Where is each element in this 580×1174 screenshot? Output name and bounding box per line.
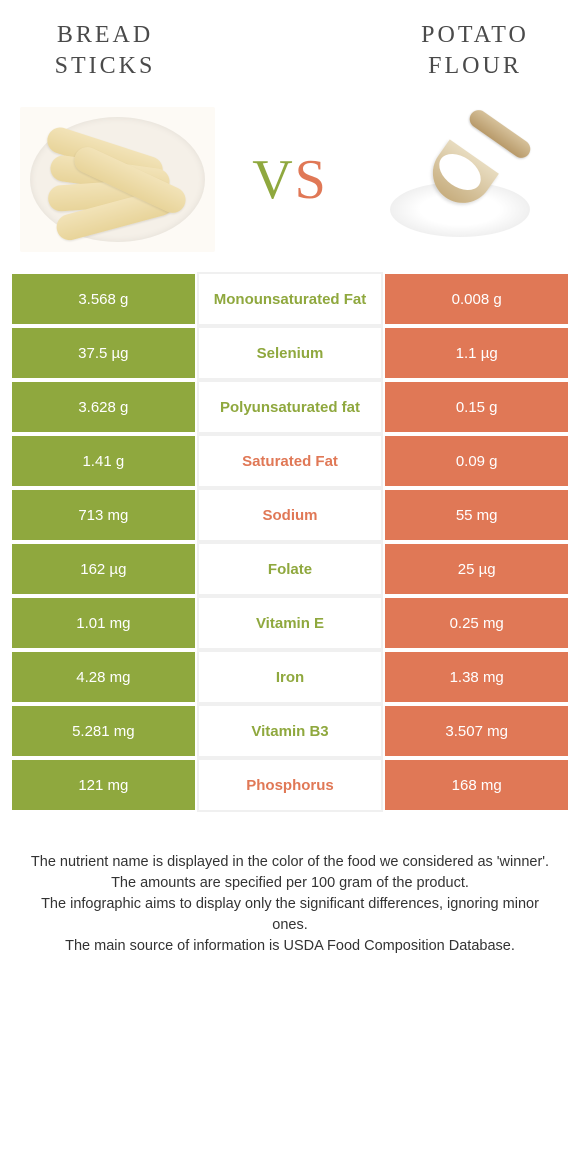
scoop-handle-icon — [466, 107, 534, 162]
right-value-cell: 3.507 mg — [383, 704, 570, 758]
left-food-image — [20, 107, 215, 252]
nutrient-label-cell: Vitamin B3 — [197, 704, 384, 758]
left-value-cell: 4.28 mg — [10, 650, 197, 704]
nutrient-label-cell: Saturated Fat — [197, 434, 384, 488]
table-row: 1.01 mgVitamin E0.25 mg — [10, 596, 570, 650]
table-row: 713 mgSodium55 mg — [10, 488, 570, 542]
table-row: 1.41 gSaturated Fat0.09 g — [10, 434, 570, 488]
nutrient-label-cell: Sodium — [197, 488, 384, 542]
comparison-table: 3.568 gMonounsaturated Fat0.008 g37.5 µg… — [10, 272, 570, 812]
vs-label: VS — [252, 148, 328, 212]
left-value-cell: 5.281 mg — [10, 704, 197, 758]
nutrient-label-cell: Phosphorus — [197, 758, 384, 812]
table-row: 37.5 µgSelenium1.1 µg — [10, 326, 570, 380]
left-value-cell: 3.628 g — [10, 380, 197, 434]
table-row: 5.281 mgVitamin B33.507 mg — [10, 704, 570, 758]
nutrient-label-cell: Vitamin E — [197, 596, 384, 650]
footer-line: The main source of information is USDA F… — [30, 936, 550, 957]
right-food-image — [365, 107, 560, 252]
right-value-cell: 0.15 g — [383, 380, 570, 434]
right-value-cell: 25 µg — [383, 542, 570, 596]
footer-notes: The nutrient name is displayed in the co… — [30, 852, 550, 957]
table-row: 162 µgFolate25 µg — [10, 542, 570, 596]
nutrient-label-cell: Monounsaturated Fat — [197, 272, 384, 326]
right-value-cell: 168 mg — [383, 758, 570, 812]
title-row: BREAD STICKS POTATO FLOUR — [10, 20, 570, 82]
right-value-cell: 0.09 g — [383, 434, 570, 488]
footer-line: The nutrient name is displayed in the co… — [30, 852, 550, 873]
vs-s-letter: S — [295, 149, 328, 211]
table-row: 3.628 gPolyunsaturated fat0.15 g — [10, 380, 570, 434]
right-value-cell: 55 mg — [383, 488, 570, 542]
images-row: VS — [10, 107, 570, 252]
right-value-cell: 1.1 µg — [383, 326, 570, 380]
left-value-cell: 162 µg — [10, 542, 197, 596]
vs-v-letter: V — [252, 149, 294, 211]
nutrient-label-cell: Folate — [197, 542, 384, 596]
left-value-cell: 121 mg — [10, 758, 197, 812]
footer-line: The infographic aims to display only the… — [30, 894, 550, 936]
left-value-cell: 1.01 mg — [10, 596, 197, 650]
right-value-cell: 1.38 mg — [383, 650, 570, 704]
table-row: 4.28 mgIron1.38 mg — [10, 650, 570, 704]
right-value-cell: 0.008 g — [383, 272, 570, 326]
left-value-cell: 1.41 g — [10, 434, 197, 488]
right-value-cell: 0.25 mg — [383, 596, 570, 650]
nutrient-label-cell: Selenium — [197, 326, 384, 380]
left-food-title: BREAD STICKS — [10, 20, 200, 82]
nutrient-label-cell: Polyunsaturated fat — [197, 380, 384, 434]
left-value-cell: 37.5 µg — [10, 326, 197, 380]
footer-line: The amounts are specified per 100 gram o… — [30, 873, 550, 894]
nutrient-label-cell: Iron — [197, 650, 384, 704]
table-row: 3.568 gMonounsaturated Fat0.008 g — [10, 272, 570, 326]
right-food-title: POTATO FLOUR — [380, 20, 570, 82]
left-value-cell: 3.568 g — [10, 272, 197, 326]
table-row: 121 mgPhosphorus168 mg — [10, 758, 570, 812]
left-value-cell: 713 mg — [10, 488, 197, 542]
